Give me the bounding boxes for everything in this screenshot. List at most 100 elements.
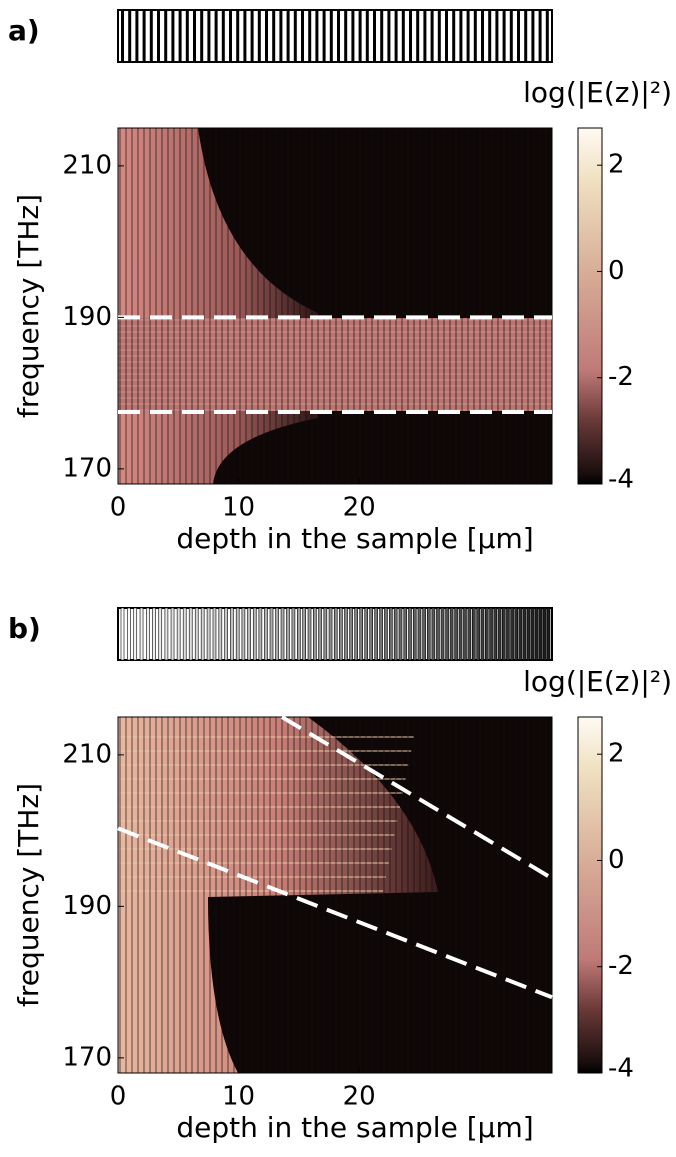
stripe [546,607,551,661]
stripe [526,607,531,661]
x-axis-label: depth in the sample [μm] [176,522,533,555]
stripe [531,10,535,62]
stripe [339,607,343,661]
stripe [426,607,431,661]
stripe [318,607,322,661]
colorbar-tick-label: 2 [608,150,625,180]
stripe [480,607,485,661]
stripe [454,607,458,661]
stripe [467,607,472,661]
stripe [344,10,348,62]
panel-label: a) [8,14,40,47]
stripe [409,10,412,62]
x-tick-label: 10 [222,1082,255,1112]
stripe [297,607,301,661]
stripe [365,10,369,62]
stripe [506,607,510,661]
stripe [170,607,175,661]
stripe [493,607,498,661]
stripe [445,607,449,661]
stripe [416,10,420,62]
colorbar [577,716,603,1074]
stripe [524,10,528,62]
stripe [230,607,234,661]
stripe [445,10,448,62]
colorbar-tick-label: -4 [608,1054,634,1084]
stripe [328,607,333,661]
stripe [437,10,441,62]
stripe [176,607,181,661]
stripe [349,607,353,661]
y-axis-label: frequency [THz] [12,783,45,1007]
stripe [542,607,547,661]
stripe [127,607,131,661]
stripe [193,10,196,62]
stripe [272,10,276,62]
stripe [459,10,463,62]
stripe [121,10,124,62]
y-tick-label: 190 [62,302,112,332]
structure-stripes [117,9,553,63]
x-tick-label: 20 [343,1082,376,1112]
x-tick-label: 20 [343,493,376,523]
stripe [250,10,254,62]
stripe [545,10,549,62]
stripe [280,607,285,661]
stripe [229,10,232,62]
stripe [307,607,312,661]
stripe [182,607,187,661]
stripe [354,607,358,661]
stripe [329,10,333,62]
stripe [473,10,477,62]
stripe [379,607,383,661]
stripe [351,10,355,62]
stripe [398,607,403,661]
x-tick-label: 0 [110,493,127,523]
stripe [431,607,436,661]
panel-label: b) [8,612,41,645]
stripe [484,607,489,661]
stripe [538,10,542,62]
stripe [495,10,499,62]
stripe [149,10,153,62]
y-axis-label: frequency [THz] [12,194,45,418]
stripe [164,10,168,62]
stripe [313,607,317,661]
stripe [481,10,484,62]
stripe [158,607,163,661]
stripe [423,10,427,62]
guide-line [280,715,554,881]
stripe [417,607,422,661]
y-tick-label: 210 [62,150,112,180]
heatmap [118,717,552,1073]
stripe [269,607,274,661]
x-tick-label: 0 [110,1082,127,1112]
stripe [265,10,268,62]
stripe [358,10,362,62]
stripe [476,607,480,661]
stripe [286,10,290,62]
stripe [412,607,417,661]
stripe [293,10,297,62]
stripe [452,10,456,62]
stripe [514,607,519,661]
stripe [135,10,139,62]
y-tick-label: 210 [62,739,112,769]
stripe [301,10,304,62]
colorbar-tick-label: 0 [608,845,625,875]
stripe [497,607,502,661]
stripe [488,10,492,62]
colorbar-tick-label: -4 [608,465,634,495]
stripe [380,10,384,62]
stripe [279,10,283,62]
stripe [258,607,263,661]
stripe [530,607,535,661]
stripe [458,607,463,661]
stripe [286,607,290,661]
stripe [221,10,225,62]
stripe [128,10,132,62]
stripe [374,607,378,661]
stripe [344,607,348,661]
stripe [308,10,312,62]
stripe [463,607,467,661]
